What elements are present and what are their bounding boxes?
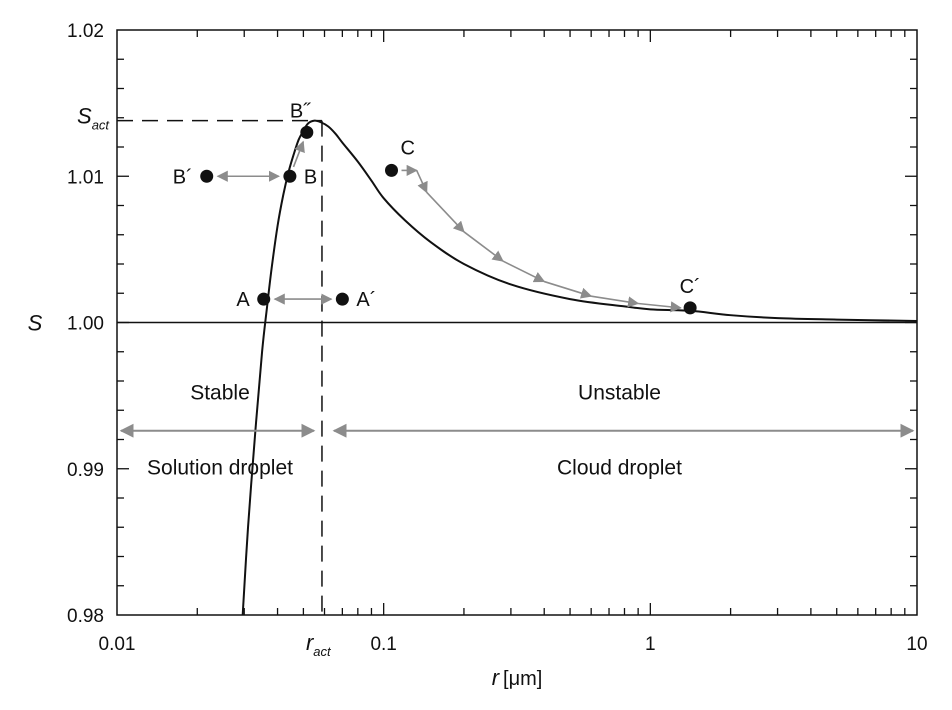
- point-c: [385, 163, 399, 177]
- point-label-c-prime: C´: [680, 276, 701, 298]
- x-tick-label-0-01: 0.01: [99, 634, 136, 655]
- arrow-c-path-segment: [638, 301, 682, 313]
- arrow-c-path-segment: [543, 280, 593, 299]
- point-label-b-prime: B´: [173, 166, 193, 188]
- point-label-b: B: [304, 166, 317, 188]
- y-tick-label-1-00: 1.00: [67, 314, 104, 335]
- point-b-prime: [200, 169, 214, 183]
- region-label-stable: Stable: [190, 382, 250, 405]
- region-sublabel-solution-droplet: Solution droplet: [147, 457, 293, 480]
- point-label-a: A: [236, 289, 250, 311]
- kohler-curve: [241, 119, 918, 616]
- point-label-c: C: [401, 137, 415, 159]
- state-point-labels: A A´ B B´ B˝ C C´: [173, 100, 701, 311]
- x-tick-label-1: 1: [645, 634, 656, 655]
- point-label-b-dprime: B˝: [290, 100, 311, 122]
- state-points: [200, 125, 697, 315]
- point-a-prime: [335, 292, 349, 306]
- arrow-c-path-segment: [502, 260, 546, 283]
- arrow-c-path-segment: [463, 231, 504, 262]
- arrow-c-path-segment: [591, 295, 640, 308]
- x-tick-label-0-1: 0.1: [370, 634, 396, 655]
- y-tick-label-0-99: 0.99: [67, 460, 104, 481]
- arrow-c-path-segment: [415, 170, 428, 194]
- point-a: [257, 292, 271, 306]
- region-sublabel-cloud-droplet: Cloud droplet: [557, 457, 682, 480]
- r-act-label: ract: [306, 630, 332, 659]
- x-axis-title: r [μm]: [492, 665, 543, 690]
- point-label-a-prime: A´: [356, 289, 376, 311]
- y-axis-title: S: [28, 311, 43, 336]
- s-act-label: Sact: [77, 104, 110, 133]
- axis-tick-labels: 0.01 0.1 1 10 0.98 0.99 1.00 1.01 1.02: [67, 21, 928, 655]
- region-label-unstable: Unstable: [578, 382, 661, 405]
- y-tick-label-0-98: 0.98: [67, 606, 104, 627]
- point-b-dprime: [300, 125, 314, 139]
- arrow-b-to-b-double-prime: [292, 140, 305, 168]
- point-b: [283, 169, 297, 183]
- axis-ticks: [117, 30, 917, 615]
- x-tick-label-10: 10: [906, 634, 927, 655]
- process-arrows: [216, 140, 682, 313]
- y-tick-label-1-01: 1.01: [67, 167, 104, 188]
- y-tick-label-1-02: 1.02: [67, 21, 104, 42]
- arrow-c-path-segment: [426, 191, 465, 233]
- point-c-prime: [683, 301, 697, 315]
